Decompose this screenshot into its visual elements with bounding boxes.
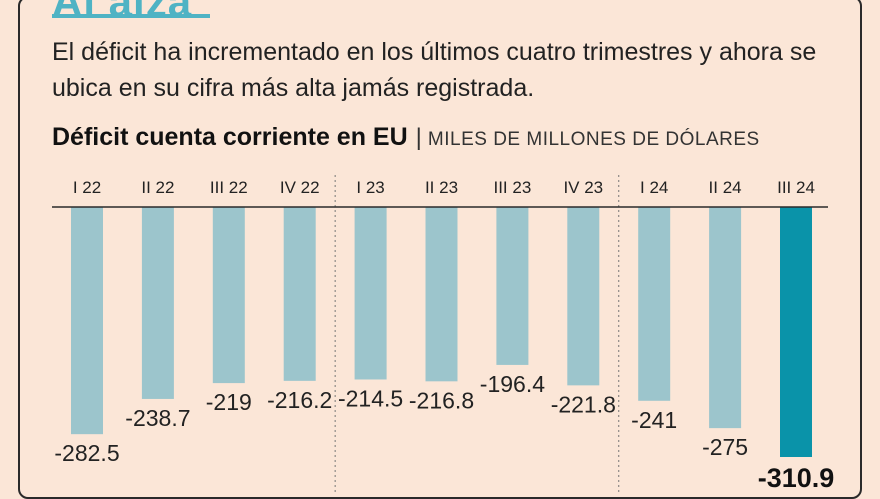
category-label: IV 23 (563, 178, 603, 197)
bar (567, 207, 600, 386)
bar (425, 207, 458, 382)
value-label: -214.5 (338, 385, 403, 411)
bar (354, 207, 387, 380)
bar (496, 207, 529, 365)
bar (212, 207, 245, 384)
bar (283, 207, 316, 381)
category-label: III 23 (493, 178, 531, 197)
value-label: -221.8 (551, 391, 616, 417)
value-label: -196.4 (480, 371, 545, 397)
value-label: -219 (206, 389, 252, 415)
bar (638, 207, 671, 401)
chart-heading: Déficit cuenta corriente en EU | MILES DE … (52, 123, 760, 152)
chart-unit: MILES DE MILLONES DE DÓLARES (427, 129, 760, 150)
value-label: -241 (631, 407, 677, 433)
value-label: -310.9 (758, 463, 835, 493)
chart-separator: | (415, 124, 422, 151)
value-label: -238.7 (125, 405, 190, 431)
category-label: I 24 (640, 178, 668, 197)
category-label: II 23 (425, 178, 458, 197)
bar (709, 207, 742, 429)
category-label: II 22 (141, 178, 174, 197)
category-label: IV 22 (280, 178, 320, 197)
chart-title: Déficit cuenta corriente en EU (52, 123, 408, 151)
headline: Al alza (52, 0, 193, 25)
bar (780, 207, 812, 457)
value-label: -282.5 (54, 440, 119, 466)
category-label: III 24 (777, 178, 815, 197)
bar (141, 207, 174, 399)
bar (71, 207, 103, 435)
value-label: -216.8 (409, 387, 474, 413)
value-label: -275 (702, 434, 748, 460)
headline-rule (52, 14, 210, 18)
category-label: I 22 (73, 178, 101, 197)
category-label: III 22 (210, 178, 248, 197)
value-label: -216.2 (267, 387, 332, 413)
subtitle-text: El déficit ha incrementado en los último… (52, 38, 817, 102)
category-label: I 23 (356, 178, 384, 197)
category-label: II 24 (709, 178, 742, 197)
